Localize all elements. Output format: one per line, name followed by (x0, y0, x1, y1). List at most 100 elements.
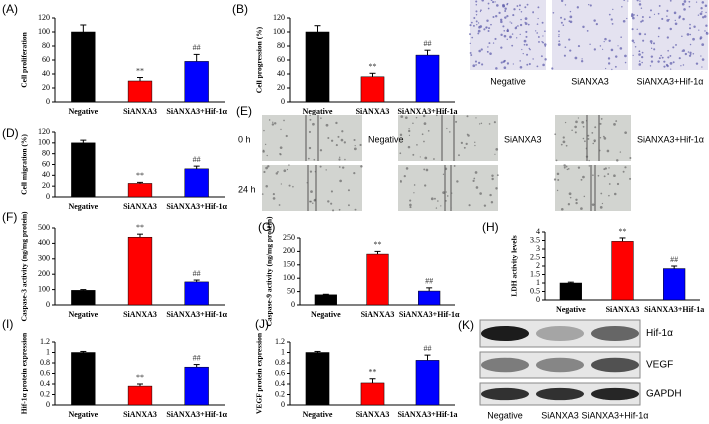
cell-dot (629, 177, 632, 180)
cell-dot (599, 137, 602, 139)
cell-dot (523, 43, 526, 46)
cell-dot (263, 129, 265, 132)
lane-label: Negative (487, 410, 523, 420)
cell-dot (556, 189, 559, 192)
cell-dot (564, 4, 567, 6)
y-axis-label: LDH activity levels (510, 235, 519, 296)
cell-dot (604, 37, 607, 41)
x-tick-label: SiANXA3 (356, 410, 390, 419)
cell-dot (636, 0, 639, 2)
cell-dot (622, 170, 625, 173)
x-tick-label: Negative (303, 107, 333, 116)
cell-dot (560, 0, 564, 3)
cell-dot (271, 123, 275, 126)
cell-dot (675, 43, 677, 46)
cell-dot (699, 36, 703, 39)
cell-dot (469, 24, 472, 27)
cell-dot (560, 143, 563, 146)
cell-dot (698, 29, 700, 31)
cell-dot (359, 143, 362, 147)
cell-dot (474, 141, 476, 143)
cell-dot (480, 48, 483, 51)
cell-dot (341, 130, 344, 133)
cell-dot (423, 122, 427, 125)
cell-dot (603, 41, 605, 43)
x-tick-label: SiANXA3+Hif-1a (644, 305, 704, 314)
y-tick-label: 100 (283, 273, 295, 282)
bar (184, 281, 209, 306)
cell-dot (526, 63, 529, 66)
cell-dot (278, 204, 281, 206)
cell-dot (487, 2, 490, 5)
cell-dot (509, 35, 512, 39)
y-tick-label: 250 (283, 233, 295, 242)
cell-dot (541, 40, 543, 43)
cell-dot (705, 11, 707, 14)
cell-dot (478, 61, 481, 65)
bar (71, 352, 96, 406)
cell-dot (644, 33, 647, 36)
cell-dot (673, 11, 677, 15)
cell-dot (563, 164, 566, 167)
cell-dot (474, 144, 476, 147)
cell-dot (490, 0, 493, 1)
blot-band (481, 357, 529, 373)
cell-dot (586, 29, 589, 32)
y-axis-label: Cell proliferation (20, 31, 29, 87)
cell-dot (490, 201, 494, 204)
cell-dot (477, 22, 480, 24)
cell-dot (577, 166, 581, 169)
cell-dot (525, 43, 528, 46)
cell-dot (338, 166, 341, 168)
condition-label: SiANXA3+Hif-1α (637, 134, 704, 144)
bar (418, 290, 441, 306)
cell-dot (666, 15, 668, 17)
cell-dot (421, 133, 424, 136)
x-tick-label: SiANXA3+Hif-1α (166, 410, 227, 419)
cell-dot (399, 152, 402, 155)
cell-dot (327, 200, 330, 203)
cell-dot (280, 128, 282, 131)
cell-dot (601, 48, 604, 50)
cell-dot (582, 137, 585, 140)
y-tick-label: 0.2 (275, 389, 285, 398)
cell-dot (504, 59, 506, 62)
cell-dot (519, 60, 521, 62)
cell-dot (455, 120, 458, 123)
cell-dot (489, 52, 492, 55)
cell-dot (537, 36, 540, 38)
y-tick-label: 0.8 (275, 358, 285, 367)
cell-dot (325, 169, 327, 171)
cell-dot (658, 4, 661, 7)
cell-dot (344, 158, 346, 161)
cell-dot (348, 204, 350, 207)
cell-dot (604, 167, 608, 170)
cell-dot (445, 191, 447, 193)
cell-dot (682, 64, 685, 66)
cell-dot (519, 23, 523, 27)
cell-dot (666, 36, 669, 39)
cell-dot (308, 130, 312, 134)
cell-dot (446, 195, 449, 197)
x-tick-label: SiANXA3 (123, 202, 157, 211)
cell-dot (491, 174, 494, 177)
cell-dot (657, 27, 661, 30)
cell-dot (616, 159, 619, 162)
cell-dot (360, 165, 363, 168)
cell-dot (440, 205, 442, 207)
cell-dot (339, 179, 342, 183)
cell-dot (472, 24, 475, 27)
panel-label: (F) (2, 210, 17, 224)
cell-dot (593, 48, 597, 51)
cell-dot (678, 15, 682, 18)
cell-dot (519, 33, 521, 36)
cell-dot (526, 53, 529, 56)
cell-dot (681, 50, 683, 52)
panel-label: (I) (2, 317, 13, 331)
cell-dot (563, 166, 566, 169)
cell-dot (613, 122, 616, 126)
image-label: SiANXA3 (571, 76, 609, 86)
cell-dot (338, 208, 341, 211)
cell-dot (666, 9, 669, 12)
